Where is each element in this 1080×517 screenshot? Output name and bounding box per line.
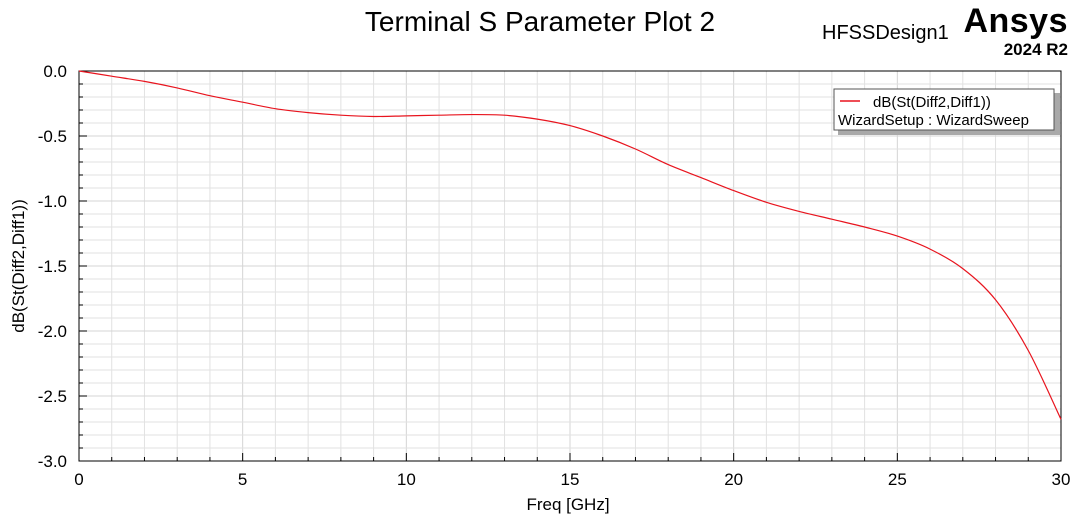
y-axis-title: dB(St(Diff2,Diff1)) bbox=[9, 199, 28, 333]
x-tick-label: 10 bbox=[397, 470, 416, 489]
x-tick-labels: 0 5 10 15 20 25 30 bbox=[74, 470, 1070, 489]
x-tick-label: 0 bbox=[74, 470, 83, 489]
y-tick-label: -1.5 bbox=[38, 257, 67, 276]
y-tick-label: 0.0 bbox=[43, 62, 67, 81]
legend-setup-label: WizardSetup : WizardSweep bbox=[838, 112, 1029, 129]
x-tick-label: 15 bbox=[561, 470, 580, 489]
axis-ticks bbox=[78, 70, 1062, 462]
chart-title: Terminal S Parameter Plot 2 bbox=[364, 6, 716, 37]
grid-lines bbox=[79, 71, 1061, 461]
series-line-dB-St-Diff2-Diff1 bbox=[78, 70, 1062, 420]
y-tick-label: -1.0 bbox=[38, 192, 67, 211]
x-axis-title: Freq [GHz] bbox=[526, 495, 609, 514]
y-tick-label: -2.0 bbox=[38, 322, 67, 341]
y-tick-labels: 0.0 -0.5 -1.0 -1.5 -2.0 -2.5 -3.0 bbox=[38, 62, 67, 471]
y-tick-label: -2.5 bbox=[38, 387, 67, 406]
y-tick-label: -3.0 bbox=[38, 452, 67, 471]
x-tick-label: 25 bbox=[888, 470, 907, 489]
y-tick-label: -0.5 bbox=[38, 127, 67, 146]
legend-box bbox=[833, 88, 1055, 131]
x-tick-label: 5 bbox=[238, 470, 247, 489]
version-label: 2024 R2 bbox=[1003, 40, 1068, 59]
design-name: HFSSDesign1 bbox=[822, 22, 949, 44]
legend-series-label: dB(St(Diff2,Diff1)) bbox=[873, 94, 991, 111]
x-tick-label: 20 bbox=[724, 470, 743, 489]
legend[interactable]: dB(St(Diff2,Diff1)) WizardSetup : Wizard… bbox=[833, 88, 1060, 135]
x-tick-label: 30 bbox=[1052, 470, 1071, 489]
brand-logo-text: Ansys bbox=[963, 2, 1068, 40]
